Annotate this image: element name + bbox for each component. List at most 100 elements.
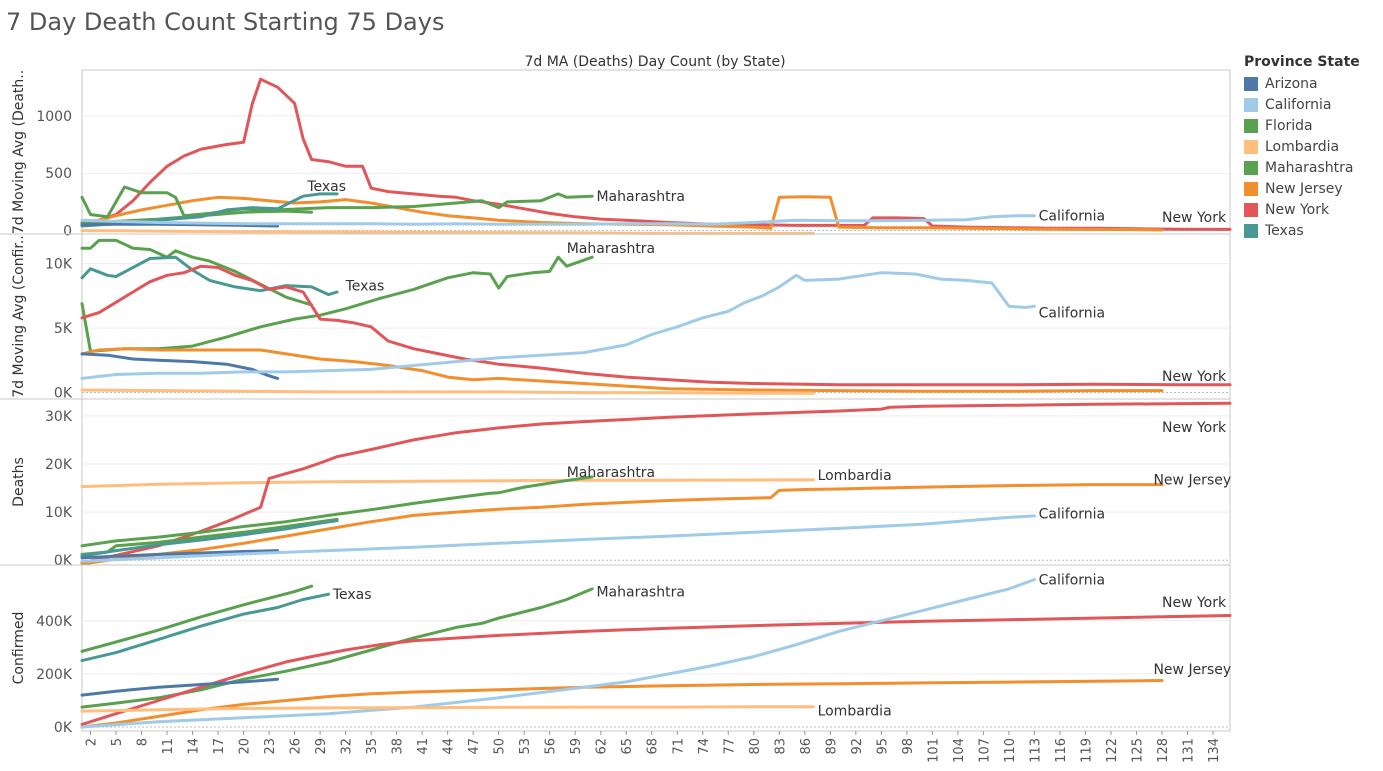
y-axis-label: Deaths [11, 457, 27, 507]
x-tick-label: 122 [1105, 738, 1120, 763]
series-label: New Jersey [1153, 662, 1231, 678]
legend-swatch [1244, 181, 1258, 196]
series-line [80, 352, 280, 380]
x-tick-label: 5 [110, 738, 125, 746]
x-tick-label: 104 [952, 738, 967, 763]
x-tick-label: 95 [875, 738, 890, 755]
series-line [80, 549, 280, 560]
y-tick-label: 200K [36, 667, 73, 683]
legend-label: Florida [1265, 117, 1313, 134]
series-label: New York [1162, 210, 1227, 226]
plot-frame [81, 69, 1231, 732]
legend-swatch [1244, 97, 1258, 112]
x-tick-label: 107 [977, 738, 992, 763]
y-tick-label: 0K [54, 386, 73, 402]
series-line [80, 214, 1036, 226]
legend-item[interactable]: New York [1244, 199, 1360, 220]
panel: 0K 200K 400K Confirmed Texas Maharashtra Calif… [0, 564, 1232, 736]
series-line [80, 614, 1232, 726]
legend-swatch [1244, 160, 1258, 175]
series-line [80, 478, 815, 489]
legend-item[interactable]: Maharashtra [1244, 157, 1360, 178]
y-tick-label: 500 [45, 166, 72, 182]
series-line [80, 255, 339, 297]
x-tick-label: 80 [748, 738, 763, 755]
series-label: Texas [306, 179, 346, 195]
y-tick-label: 30K [45, 409, 73, 425]
y-tick-label: 400K [36, 614, 73, 630]
x-tick-label: 92 [850, 738, 865, 755]
y-tick-label: 1000 [36, 109, 72, 125]
x-tick-label: 32 [340, 738, 355, 755]
y-tick-label: 0K [54, 553, 73, 569]
legend-item[interactable]: California [1244, 94, 1360, 115]
y-tick-label: 10K [45, 505, 73, 521]
x-tick-label: 44 [442, 738, 457, 755]
legend-label: Texas [1265, 222, 1304, 239]
panel: 0 500 1000 7d Moving Avg (Death.. Texas Mahar… [11, 70, 1232, 240]
x-tick-label: 77 [722, 738, 737, 755]
series-label: California [1039, 507, 1105, 523]
series-line [80, 347, 1164, 393]
legend-swatch [1244, 139, 1258, 154]
series-label: New Jersey [1153, 472, 1231, 488]
x-tick-label: 113 [1028, 738, 1043, 763]
legend-swatch [1244, 202, 1258, 217]
x-tick-label: 86 [799, 738, 814, 755]
series-label: Lombardia [818, 704, 892, 720]
series-line [80, 271, 1036, 380]
series-label: Maharashtra [567, 465, 655, 481]
series-line [80, 401, 1232, 565]
legend-item[interactable]: Lombardia [1244, 136, 1360, 157]
x-tick-label: 56 [544, 738, 559, 755]
chart-header: 7d MA (Deaths) Day Count (by State) [524, 54, 785, 70]
legend: Province State Arizona California Florida L… [1244, 54, 1360, 241]
series-line [80, 483, 1164, 566]
series-label: Texas [332, 587, 372, 603]
panel: 0K 10K 20K 30K Deaths New York Maharashtra Lomb… [0, 398, 1232, 569]
legend-swatch [1244, 223, 1258, 238]
series-label: Maharashtra [596, 585, 684, 601]
x-tick-label: 65 [620, 738, 635, 755]
series-line [80, 475, 594, 548]
series-line [80, 677, 280, 697]
series-line [80, 195, 1164, 232]
series-line [80, 222, 280, 228]
series-label: New York [1162, 420, 1227, 436]
y-tick-label: 10K [45, 257, 73, 273]
x-tick-label: 125 [1130, 738, 1145, 763]
y-axis-label: 7d Moving Avg (Confir.. [11, 235, 27, 398]
panel: 0K 5K 10K 7d Moving Avg (Confir.. Maharashtr… [0, 233, 1232, 402]
x-tick-label: 8 [136, 738, 151, 746]
legend-swatch [1244, 76, 1258, 91]
series-line [80, 185, 594, 219]
legend-label: Arizona [1265, 75, 1318, 92]
chart: 7d MA (Deaths) Day Count (by State) 0 500… [0, 54, 1232, 763]
x-tick-label: 62 [595, 738, 610, 755]
series-label: California [1039, 306, 1105, 322]
legend-item[interactable]: Arizona [1244, 73, 1360, 94]
y-tick-label: 0K [54, 720, 73, 736]
series-line [80, 592, 331, 663]
legend-label: New Jersey [1265, 180, 1343, 197]
series-line [80, 705, 815, 713]
x-tick-label: 74 [697, 738, 712, 755]
legend-label: Lombardia [1265, 138, 1340, 155]
legend-item[interactable]: Florida [1244, 115, 1360, 136]
x-tick-label: 20 [238, 738, 253, 755]
x-tick-label: 119 [1079, 738, 1094, 763]
y-tick-label: 0 [63, 224, 72, 240]
series-line [80, 517, 339, 556]
page-title: 7 Day Death Count Starting 75 Days [6, 8, 445, 36]
x-tick-label: 134 [1207, 738, 1222, 763]
x-tick-label: 59 [569, 738, 584, 755]
x-tick-label: 2 [85, 738, 100, 746]
x-tick-label: 47 [467, 738, 482, 755]
legend-swatch [1244, 118, 1258, 133]
series-label: Maharashtra [567, 241, 655, 257]
x-tick-label: 128 [1156, 738, 1171, 763]
x-tick-label: 17 [212, 738, 227, 755]
legend-item[interactable]: Texas [1244, 220, 1360, 241]
legend-item[interactable]: New Jersey [1244, 178, 1360, 199]
series-label: Lombardia [818, 468, 892, 484]
